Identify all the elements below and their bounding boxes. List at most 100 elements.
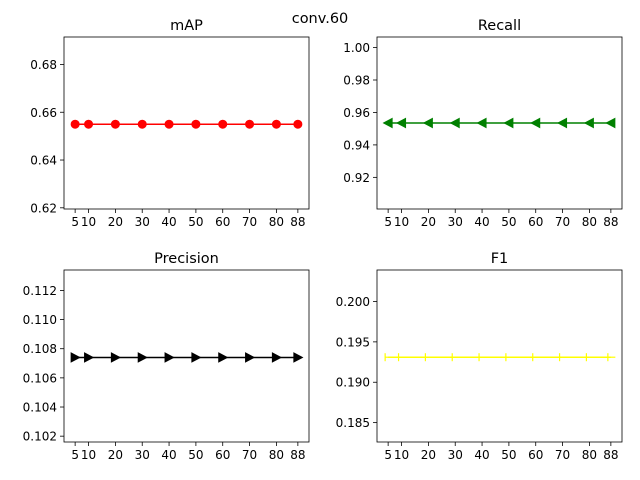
data-point	[84, 119, 94, 129]
x-tick-label: 70	[555, 448, 570, 462]
data-point	[583, 117, 594, 129]
data-point	[530, 117, 541, 129]
x-tick-label: 60	[215, 448, 230, 462]
y-tick-label: 0.106	[23, 371, 57, 385]
data-point	[245, 119, 255, 129]
x-tick-label: 20	[421, 215, 436, 229]
subplot-f1: F1 5 10 20 30 40 50 60 70 80 88 0.185 0.190 0.195 0.20…	[336, 251, 623, 462]
plot-frame	[376, 269, 623, 443]
data-point	[137, 119, 147, 129]
x-tick-label: 60	[215, 215, 230, 229]
data-point	[605, 117, 616, 129]
data-point	[70, 352, 81, 363]
x-tick-label: 80	[582, 448, 597, 462]
data-point	[556, 117, 568, 129]
y-tick-label: 0.68	[30, 58, 57, 72]
plot-frame	[63, 269, 310, 443]
y-tick-label: 0.102	[23, 430, 57, 444]
subplot-title: F1	[491, 251, 509, 267]
data-point	[218, 352, 229, 363]
x-tick-label: 10	[394, 448, 409, 462]
data-point	[164, 119, 174, 129]
data-point	[110, 352, 121, 363]
y-tick-label: 0.104	[23, 401, 57, 415]
data-point	[585, 353, 594, 362]
y-tick-label: 0.94	[343, 138, 370, 152]
data-point	[382, 117, 393, 129]
plot-frame	[63, 36, 310, 210]
x-tick-label: 50	[501, 448, 516, 462]
y-tick-label: 0.185	[336, 416, 370, 430]
x-tick-label: 40	[474, 448, 489, 462]
x-tick-label: 40	[474, 215, 489, 229]
y-tick-label: 0.96	[343, 106, 370, 120]
y-tick-label: 0.62	[30, 201, 57, 215]
data-point	[503, 117, 514, 129]
y-tick-label: 0.190	[336, 376, 370, 390]
x-tick-label: 10	[394, 215, 409, 229]
x-tick-label: 60	[528, 448, 543, 462]
y-tick-label: 0.110	[23, 313, 57, 327]
data-point	[271, 119, 281, 129]
subplot-title: Recall	[478, 18, 521, 34]
x-tick-label: 88	[290, 215, 305, 229]
y-tick-label: 0.98	[343, 74, 370, 88]
x-tick-label: 70	[242, 215, 257, 229]
x-tick-label: 30	[448, 448, 463, 462]
x-tick-label: 20	[108, 448, 123, 462]
x-tick-label: 20	[421, 448, 436, 462]
subplot-title: mAP	[170, 18, 203, 34]
data-point	[449, 117, 460, 129]
data-point	[478, 353, 487, 362]
x-tick-label: 88	[603, 448, 618, 462]
x-tick-label: 10	[81, 448, 96, 462]
data-point	[191, 119, 201, 129]
data-point	[293, 352, 304, 363]
x-tick-label: 30	[448, 215, 463, 229]
x-tick-label: 80	[582, 215, 597, 229]
x-tick-label: 40	[161, 448, 176, 462]
subplot-title: Precision	[154, 251, 219, 267]
data-point	[532, 353, 541, 362]
data-point	[245, 352, 256, 363]
subplot-map: mAP 5 10 20 30 40 50 60 70 80 88 0.62 0.64 0.66 0.68	[30, 18, 310, 229]
x-tick-label: 50	[188, 215, 203, 229]
x-tick-label: 80	[269, 448, 284, 462]
data-point	[505, 353, 514, 362]
data-point	[558, 353, 568, 362]
data-point	[293, 119, 303, 129]
x-tick-label: 30	[135, 448, 150, 462]
plot-frame	[376, 36, 623, 210]
x-tick-label: 30	[135, 215, 150, 229]
x-tick-label: 10	[81, 215, 96, 229]
x-tick-label: 20	[108, 215, 123, 229]
x-tick-label: 5	[71, 448, 79, 462]
x-tick-label: 5	[71, 215, 79, 229]
x-tick-label: 40	[161, 215, 176, 229]
x-tick-label: 70	[555, 215, 570, 229]
x-tick-label: 70	[242, 448, 257, 462]
x-tick-label: 80	[269, 215, 284, 229]
x-tick-label: 5	[384, 215, 392, 229]
y-tick-label: 0.108	[23, 342, 57, 356]
x-tick-label: 5	[384, 448, 392, 462]
data-point	[422, 117, 433, 129]
data-point	[476, 117, 487, 129]
x-tick-label: 50	[501, 215, 516, 229]
y-tick-label: 1.00	[343, 41, 370, 55]
data-point	[84, 352, 95, 363]
data-point	[70, 119, 80, 129]
data-point	[137, 352, 148, 363]
y-tick-label: 0.92	[343, 171, 370, 185]
subplot-precision: Precision 5 10 20 30 40 50 60 70 80 88 0.102 0.104 0.…	[23, 251, 310, 462]
data-point	[424, 353, 433, 362]
data-point	[110, 119, 120, 129]
data-point	[451, 353, 460, 362]
x-tick-label: 88	[290, 448, 305, 462]
y-tick-label: 0.66	[30, 106, 57, 120]
y-tick-label: 0.200	[336, 295, 370, 309]
data-point	[191, 352, 202, 363]
